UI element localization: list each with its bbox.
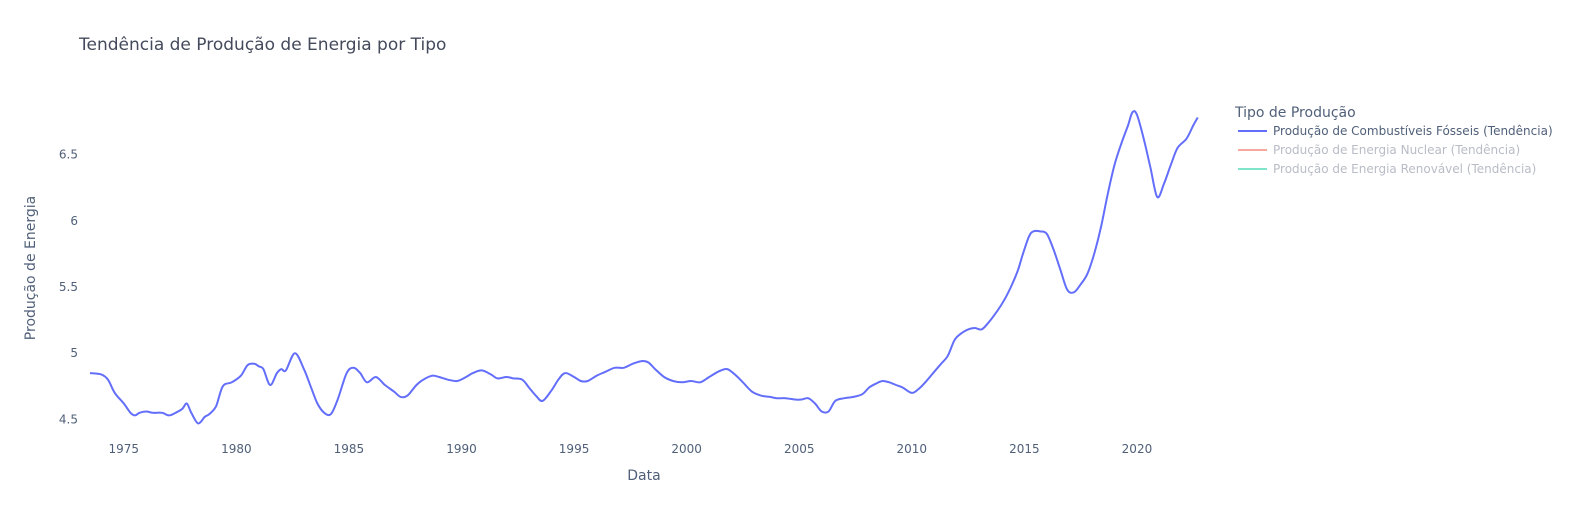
legend-item-fossil[interactable]: Produção de Combustíveis Fósseis (Tendên…	[1238, 124, 1553, 138]
y-tick-label: 6.5	[59, 148, 78, 162]
x-tick-label: 1990	[446, 442, 477, 456]
plot-area[interactable]	[89, 110, 1199, 425]
x-tick-label: 1975	[108, 442, 139, 456]
chart-title: Tendência de Produção de Energia por Tip…	[78, 35, 446, 55]
x-tick-label: 1980	[221, 442, 252, 456]
y-tick-label: 6	[70, 214, 78, 228]
series-line-fossil	[89, 110, 1199, 425]
x-tick-label: 2005	[784, 442, 815, 456]
y-tick-label: 5	[70, 346, 78, 360]
x-axis-ticks: 1975 1980 1985 1990 1995 2000 2005 2010 2015 2020	[108, 442, 1152, 456]
legend-label-fossil: Produção de Combustíveis Fósseis (Tendên…	[1273, 124, 1553, 138]
legend-title: Tipo de Produção	[1234, 105, 1356, 121]
legend-item-renewable[interactable]: Produção de Energia Renovável (Tendência…	[1238, 162, 1536, 176]
legend-label-renewable: Produção de Energia Renovável (Tendência…	[1273, 162, 1536, 176]
x-tick-label: 2015	[1009, 442, 1040, 456]
legend-item-nuclear[interactable]: Produção de Energia Nuclear (Tendência)	[1238, 143, 1520, 157]
y-axis-title: Produção de Energia	[23, 196, 39, 340]
y-axis-ticks: 4.5 5 5.5 6 6.5	[59, 148, 78, 427]
legend-label-nuclear: Produção de Energia Nuclear (Tendência)	[1273, 143, 1520, 157]
y-tick-label: 4.5	[59, 412, 78, 426]
x-axis-title: Data	[627, 468, 660, 484]
legend: Tipo de Produção Produção de Combustívei…	[1234, 105, 1553, 176]
x-tick-label: 1995	[559, 442, 590, 456]
x-tick-label: 2000	[671, 442, 702, 456]
y-tick-label: 5.5	[59, 280, 78, 294]
x-tick-label: 2010	[897, 442, 928, 456]
x-tick-label: 2020	[1122, 442, 1153, 456]
x-tick-label: 1985	[334, 442, 365, 456]
